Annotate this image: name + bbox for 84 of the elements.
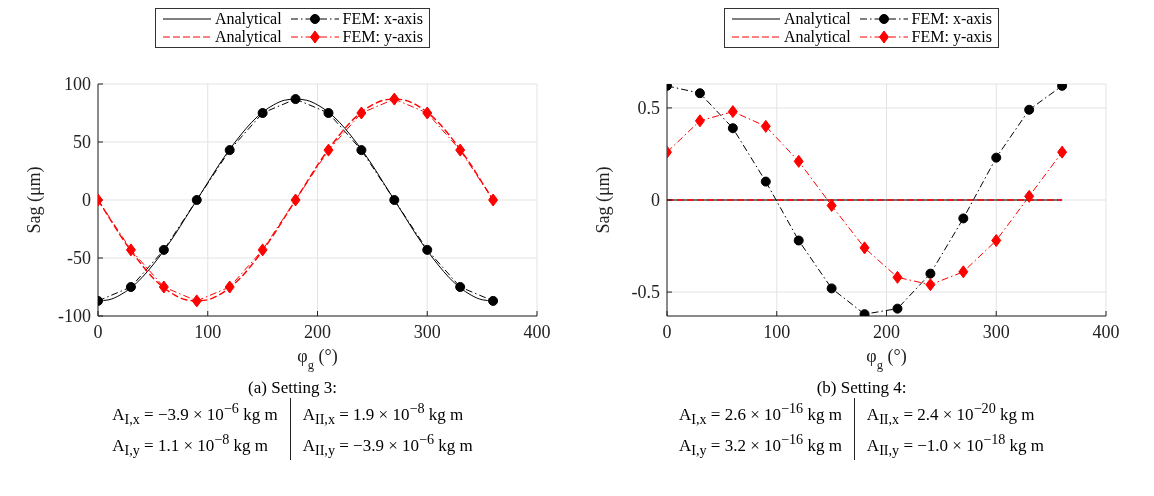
point [727, 105, 738, 119]
point [488, 295, 499, 306]
legend-label: Analytical [783, 28, 851, 46]
point [826, 283, 837, 294]
x-tick-label: 200 [304, 321, 331, 342]
point [257, 108, 268, 118]
point [958, 265, 969, 279]
y-axis-title: Sag (μm) [24, 166, 45, 234]
point [1024, 189, 1035, 203]
point [892, 303, 903, 314]
point [488, 193, 499, 207]
x-tick-label: 300 [413, 321, 441, 342]
point [925, 268, 936, 279]
point [389, 195, 400, 205]
y-tick-label: -100 [58, 306, 91, 327]
y-axis-title: Sag (μm) [593, 166, 614, 234]
y-tick-label: 0 [651, 190, 660, 211]
point [826, 199, 837, 213]
point [991, 152, 1002, 163]
point [793, 154, 804, 168]
legend-label: FEM: y-axis [342, 28, 424, 46]
point [859, 241, 870, 255]
y-tick-label: 100 [64, 74, 91, 95]
point [323, 143, 334, 157]
point [191, 294, 202, 308]
point [1024, 104, 1035, 115]
text: A$_{I,y}$ = 3.2 × 10$^{−16}$ kg m [678, 430, 842, 461]
text: (b) Setting 4: [815, 378, 908, 398]
x-axis-title: φ$_{g}$ (°) [297, 346, 338, 372]
x-tick-label: 400 [523, 321, 551, 342]
point [290, 94, 301, 105]
legend-label: FEM: x-axis [911, 10, 993, 28]
point [694, 88, 705, 99]
point [158, 244, 169, 255]
point [356, 106, 367, 120]
point [1057, 145, 1068, 159]
text: A$_{I,y}$ = 1.1 × 10$^{−8}$ kg m [112, 430, 270, 461]
point [727, 123, 738, 134]
point [158, 280, 169, 294]
point [958, 213, 969, 224]
point [323, 108, 334, 118]
point [760, 119, 771, 133]
x-tick-label: 400 [1092, 321, 1120, 342]
text: A$_{II,y}$ = −1.0 × 10$^{−18}$ kg m [866, 430, 1045, 461]
point [793, 235, 804, 246]
point [125, 243, 136, 257]
y-tick-label: 0 [82, 190, 91, 211]
text: (a) Setting 3: [247, 378, 338, 398]
point [422, 244, 433, 255]
legend-label: Analytical [783, 10, 851, 28]
text: A$_{II,x}$ = 1.9 × 10$^{−8}$ kg m [302, 399, 465, 430]
x-axis-title: φ$_{g}$ (°) [866, 346, 907, 372]
point [694, 114, 705, 128]
point [125, 282, 136, 292]
y-tick-label: -50 [67, 248, 91, 269]
point [224, 145, 235, 156]
point [191, 195, 202, 205]
point [455, 282, 466, 292]
x-tick-label: 100 [763, 321, 791, 342]
point [224, 280, 235, 294]
point [991, 234, 1002, 248]
legend-label: FEM: x-axis [342, 10, 424, 28]
x-tick-label: 200 [873, 321, 900, 342]
point [257, 243, 268, 257]
legend-label: Analytical [214, 28, 282, 46]
text: A$_{II,x}$ = 2.4 × 10$^{−20}$ kg m [866, 399, 1036, 430]
text: A$_{II,y}$ = −3.9 × 10$^{−6}$ kg m [302, 430, 473, 461]
point [290, 193, 301, 207]
point [892, 270, 903, 284]
legend-label: Analytical [214, 10, 282, 28]
y-tick-label: -0.5 [631, 282, 660, 303]
point [389, 92, 400, 106]
y-tick-label: 0.5 [637, 98, 660, 119]
point [760, 176, 771, 187]
text: A$_{I,x}$ = −3.9 × 10$^{−6}$ kg m [112, 399, 278, 430]
x-tick-label: 100 [194, 321, 222, 342]
y-tick-label: 50 [73, 132, 91, 153]
point [356, 145, 367, 156]
point [422, 106, 433, 120]
x-tick-label: 300 [982, 321, 1010, 342]
text: A$_{I,x}$ = 2.6 × 10$^{−16}$ kg m [678, 399, 842, 430]
legend-label: FEM: y-axis [911, 28, 993, 46]
point [455, 143, 466, 157]
point [925, 278, 936, 292]
